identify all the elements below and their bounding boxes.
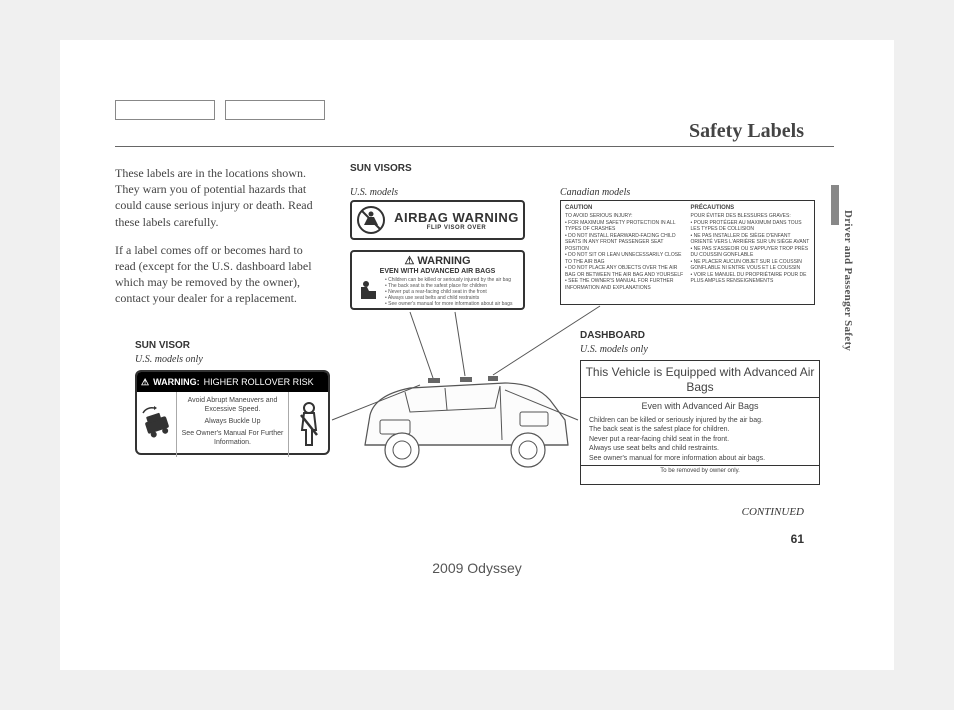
model-year: 2009 Odyssey: [60, 560, 894, 576]
db-l2: The back seat is the safest place for ch…: [589, 425, 811, 434]
advanced-airbag-warn: ⚠ WARNING: [352, 252, 523, 267]
dashboard-label: This Vehicle is Equipped with Advanced A…: [580, 360, 820, 485]
rollover-warning-label: ⚠ WARNING: HIGHER ROLLOVER RISK Avo: [135, 370, 330, 455]
seatbelt-icon: [288, 392, 328, 457]
airbag-warning-big: AIRBAG WARNING: [390, 210, 523, 225]
child-seat-icon: [356, 277, 382, 303]
advanced-airbag-lines: • Children can be killed or seriously in…: [382, 277, 519, 307]
intro-text: These labels are in the locations shown.…: [115, 165, 315, 319]
section-side-label: Driver and Passenger Safety: [842, 210, 854, 351]
canadian-caution-label: CAUTION TO AVOID SERIOUS INJURY: • FOR M…: [560, 200, 815, 305]
warning-triangle-icon: ⚠: [141, 377, 149, 388]
rollover-line2: Always Buckle Up: [179, 417, 286, 426]
tipping-car-icon: [137, 392, 177, 457]
can-col1: TO AVOID SERIOUS INJURY: • FOR MAXIMUM S…: [565, 213, 685, 291]
rollover-line3: See Owner's Manual For Further Informati…: [179, 429, 286, 447]
db-l1: Children can be killed or seriously inju…: [589, 416, 811, 425]
sun-visor-left-sub: U.S. models only: [135, 354, 203, 365]
dashboard-body: Children can be killed or seriously inju…: [581, 414, 819, 465]
can-col2-h: PRÉCAUTIONS: [691, 205, 811, 211]
intro-p1: These labels are in the locations shown.…: [115, 165, 315, 230]
top-box-1: [115, 100, 215, 120]
dashboard-sub: U.S. models only: [580, 344, 648, 355]
airbag-warning-label: AIRBAG WARNING FLIP VISOR OVER: [350, 200, 525, 240]
db-l5: See owner's manual for more information …: [589, 454, 811, 463]
dashboard-foot: To be removed by owner only.: [581, 465, 819, 476]
can-col1-h: CAUTION: [565, 205, 685, 211]
rollover-warning-text: HIGHER ROLLOVER RISK: [204, 377, 314, 387]
db-l4: Always use seat belts and child restrain…: [589, 444, 811, 453]
dashboard-sub2: Even with Advanced Air Bags: [581, 398, 819, 414]
dashboard-title: This Vehicle is Equipped with Advanced A…: [581, 361, 819, 397]
advanced-airbag-label: ⚠ WARNING EVEN WITH ADVANCED AIR BAGS • …: [350, 250, 525, 310]
sun-visors-us-sub: U.S. models: [350, 187, 398, 198]
airbag-warning-small: FLIP VISOR OVER: [390, 225, 523, 231]
canadian-sub: Canadian models: [560, 187, 630, 198]
rollover-line1: Avoid Abrupt Maneuvers and Excessive Spe…: [179, 396, 286, 414]
rollover-body-text: Avoid Abrupt Maneuvers and Excessive Spe…: [177, 392, 288, 457]
vehicle-illustration: [350, 350, 580, 490]
manual-page: Safety Labels Driver and Passenger Safet…: [60, 40, 894, 670]
db-l3: Never put a rear-facing child seat in th…: [589, 435, 811, 444]
sun-visor-left-heading: SUN VISOR: [135, 340, 190, 351]
intro-p2: If a label comes off or becomes hard to …: [115, 242, 315, 307]
can-col2: POUR ÉVITER DES BLESSURES GRAVES: • POUR…: [691, 213, 811, 285]
rollover-warning-prefix: WARNING:: [153, 377, 200, 387]
aab-l5: • See owner's manual for more informatio…: [385, 301, 519, 307]
side-tab-bar: [831, 185, 839, 225]
title-rule: [115, 146, 834, 147]
page-number: 61: [791, 532, 804, 546]
top-box-2: [225, 100, 325, 120]
no-child-seat-icon: [356, 205, 386, 235]
page-title: Safety Labels: [689, 120, 804, 143]
top-placeholder-boxes: [115, 100, 325, 120]
continued-text: CONTINUED: [742, 506, 804, 518]
sun-visors-heading: SUN VISORS: [350, 163, 412, 174]
rollover-warning-bar: ⚠ WARNING: HIGHER ROLLOVER RISK: [137, 372, 328, 392]
advanced-airbag-sub: EVEN WITH ADVANCED AIR BAGS: [352, 268, 523, 275]
dashboard-heading: DASHBOARD: [580, 330, 645, 341]
